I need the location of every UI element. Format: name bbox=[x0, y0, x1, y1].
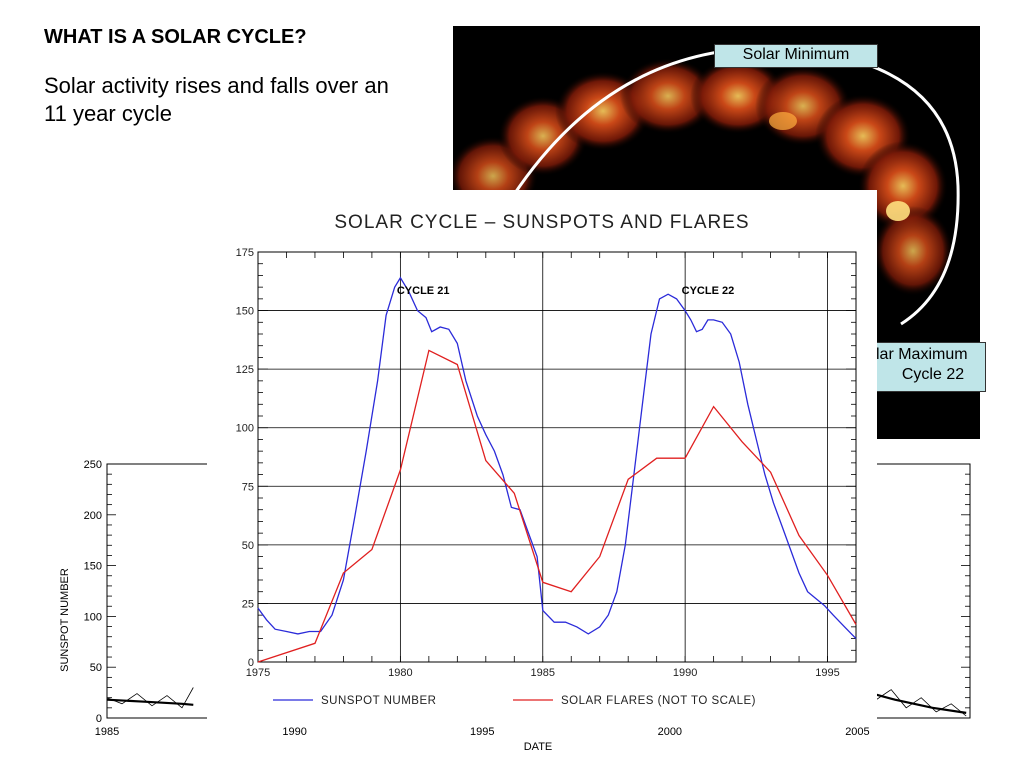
solar-minimum-label: Solar Minimum bbox=[714, 44, 878, 68]
bg-y-tick-label: 100 bbox=[84, 611, 102, 623]
solar-cycle-chart: SOLAR CYCLE – SUNSPOTS AND FLARES 0 25 50 7… bbox=[207, 190, 877, 720]
bg-y-tick-label: 50 bbox=[90, 662, 102, 674]
bg-x-axis-label: DATE bbox=[524, 741, 553, 753]
sunspot-number-line bbox=[257, 276, 857, 640]
solar-flares-line bbox=[257, 349, 857, 663]
bg-y-axis-label: SUNSPOT NUMBER bbox=[59, 568, 71, 672]
y-tick-label: 50 bbox=[242, 540, 254, 552]
bg-y-tick-label: 150 bbox=[84, 561, 102, 573]
x-tick-label: 1985 bbox=[531, 667, 555, 679]
bg-y-tick-label: 200 bbox=[84, 510, 102, 522]
y-tick-label: 100 bbox=[236, 423, 254, 435]
x-tick-label: 1975 bbox=[246, 667, 270, 679]
bg-x-tick-label: 2005 bbox=[845, 726, 869, 738]
y-tick-label: 175 bbox=[236, 247, 254, 259]
x-tick-label: 1990 bbox=[673, 667, 697, 679]
solar-maximum-label-line1: Solar Maximum bbox=[860, 346, 968, 363]
slide-title: WHAT IS A SOLAR CYCLE? bbox=[44, 26, 307, 48]
slide-body-text: Solar activity rises and falls over an 1… bbox=[44, 73, 389, 126]
legend-label: SOLAR FLARES (NOT TO SCALE) bbox=[561, 695, 756, 707]
legend-label: SUNSPOT NUMBER bbox=[321, 695, 436, 707]
y-tick-label: 75 bbox=[242, 481, 254, 493]
solar-maximum-label: Solar Maximum Cycle 22 bbox=[860, 342, 986, 392]
cycle-annotation: CYCLE 21 bbox=[397, 285, 450, 297]
bg-x-tick-label: 2000 bbox=[658, 726, 682, 738]
y-tick-label: 150 bbox=[236, 306, 254, 318]
y-tick-label: 125 bbox=[236, 364, 254, 376]
bg-x-tick-label: 1985 bbox=[95, 726, 119, 738]
x-tick-label: 1980 bbox=[388, 667, 412, 679]
solar-maximum-label-line2: Cycle 22 bbox=[901, 366, 965, 383]
bg-x-tick-label: 1995 bbox=[470, 726, 494, 738]
y-tick-label: 25 bbox=[242, 598, 254, 610]
cycle-annotation: CYCLE 22 bbox=[682, 285, 735, 297]
bg-y-tick-label: 0 bbox=[96, 713, 102, 725]
bg-smoothed-sunspot-line bbox=[106, 698, 194, 706]
chart-title: SOLAR CYCLE – SUNSPOTS AND FLARES bbox=[334, 212, 749, 233]
chart-frame bbox=[257, 251, 857, 663]
bg-y-tick-label: 250 bbox=[84, 459, 102, 471]
y-tick-label: 0 bbox=[248, 657, 254, 669]
bg-monthly-sunspot-line bbox=[106, 687, 194, 709]
bg-x-tick-label: 1990 bbox=[282, 726, 306, 738]
x-tick-label: 1995 bbox=[815, 667, 839, 679]
